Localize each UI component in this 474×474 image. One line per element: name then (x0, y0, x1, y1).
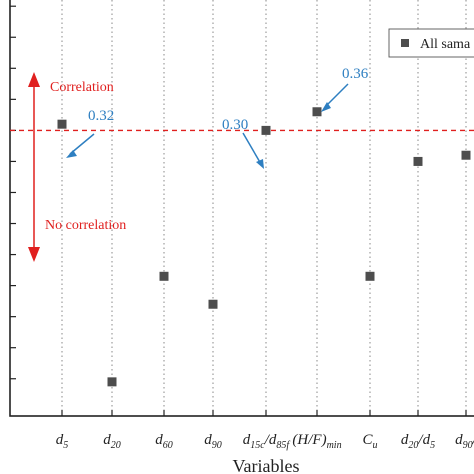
data-point-6 (365, 271, 375, 281)
data-point-5 (312, 107, 322, 117)
annotation-0-30: 0.30 (222, 117, 248, 133)
x-tick-label-4: d15c/d85f (243, 432, 291, 451)
annotation-0-36: 0.36 (342, 66, 369, 82)
legend-marker (401, 39, 409, 47)
correlation-arrow (28, 72, 40, 262)
plot-frame (9, 0, 474, 417)
data-point-1 (107, 377, 117, 387)
x-tick-label-0: d5 (56, 432, 69, 451)
annotation-arrows (66, 83, 349, 169)
data-point-8 (461, 150, 471, 160)
legend-label: All sama (420, 37, 471, 52)
x-axis-title: Variables (233, 456, 300, 474)
x-tick-label-2: d60 (155, 432, 173, 451)
x-tick-label-5: (H/F)min (292, 432, 341, 451)
correlation-label: Correlation (50, 80, 114, 95)
x-axis-ticks: d5 d20 d60 d90 d15c/d85f(H/F)min Cu d20/d5 d90/ (56, 410, 474, 451)
data-point-4 (261, 125, 271, 135)
data-point-3 (208, 299, 218, 309)
annotation-0-32: 0.32 (88, 108, 114, 124)
data-point-0 (57, 119, 67, 129)
data-point-7 (413, 156, 423, 166)
no-correlation-label: No correlation (45, 218, 126, 233)
x-tick-label-1: d20 (103, 432, 121, 451)
data-points (57, 107, 471, 387)
x-tick-label-3: d90 (204, 432, 222, 451)
x-tick-label-6: Cu (362, 432, 377, 451)
x-tick-label-8: d90/ (455, 432, 474, 451)
x-tick-label-7: d20/d5 (401, 432, 435, 451)
data-point-2 (159, 271, 169, 281)
legend: All sama (388, 28, 474, 58)
grid-lines (61, 0, 467, 416)
y-axis-ticks (10, 5, 16, 380)
